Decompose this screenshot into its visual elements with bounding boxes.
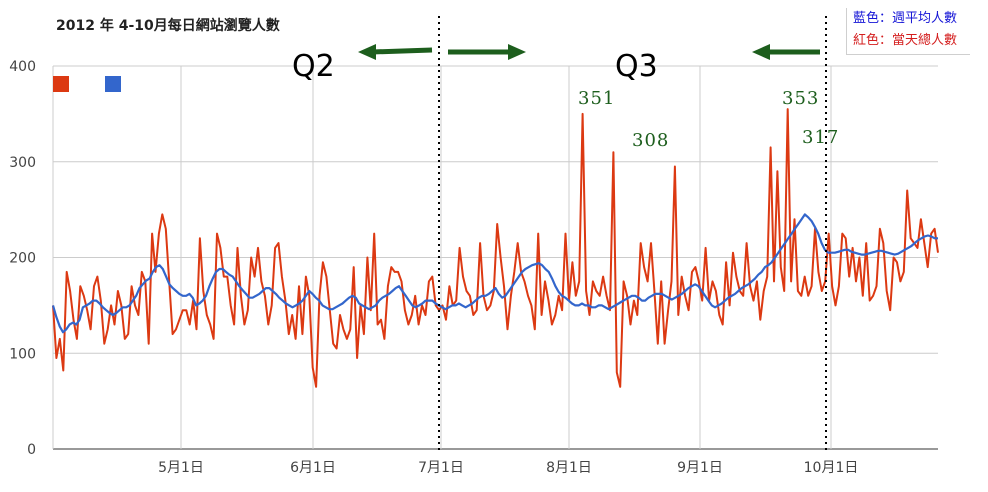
legend-box: 藍色：週平均人數 紅色：當天總人數	[846, 8, 970, 55]
x-tick-label: 10月1日	[804, 460, 859, 476]
legend-swatch-weekly	[105, 76, 121, 92]
x-tick-label: 6月1日	[290, 460, 336, 476]
arrow-left-icon	[358, 44, 433, 60]
x-axis-ticks: 5月1日 6月1日 7月1日 8月1日 9月1日 10月1日	[158, 460, 858, 476]
y-tick-label: 400	[9, 59, 36, 75]
y-tick-label: 200	[9, 251, 36, 267]
series-line-weekly-average	[51, 213, 938, 334]
legend-daily-total: 紅色：當天總人數	[853, 33, 958, 48]
peak-label-353: 353	[782, 88, 819, 109]
chart-title: 2012 年 4-10月每日網站瀏覽人數	[56, 17, 280, 34]
arrow-right-icon	[448, 44, 526, 60]
quarter-label-q3: Q3	[615, 49, 658, 84]
y-axis-ticks: 0 100 200 300 400	[9, 59, 36, 458]
x-tick-label: 7月1日	[418, 460, 464, 476]
peak-label-317: 317	[802, 127, 839, 148]
x-tick-label: 8月1日	[546, 460, 592, 476]
peak-label-308: 308	[632, 130, 669, 151]
y-tick-label: 100	[9, 346, 36, 362]
legend-swatch-daily	[53, 76, 69, 92]
x-tick-label: 9月1日	[677, 460, 723, 476]
series-line-daily-total	[52, 108, 939, 388]
y-tick-label: 300	[9, 155, 36, 171]
x-tick-label: 5月1日	[158, 460, 204, 476]
quarter-label-q2: Q2	[292, 49, 335, 84]
legend-weekly-average: 藍色：週平均人數	[853, 11, 958, 26]
data-series	[51, 108, 939, 388]
peak-label-351: 351	[578, 88, 615, 109]
y-tick-label: 0	[27, 442, 36, 458]
arrow-left-icon	[752, 44, 820, 60]
